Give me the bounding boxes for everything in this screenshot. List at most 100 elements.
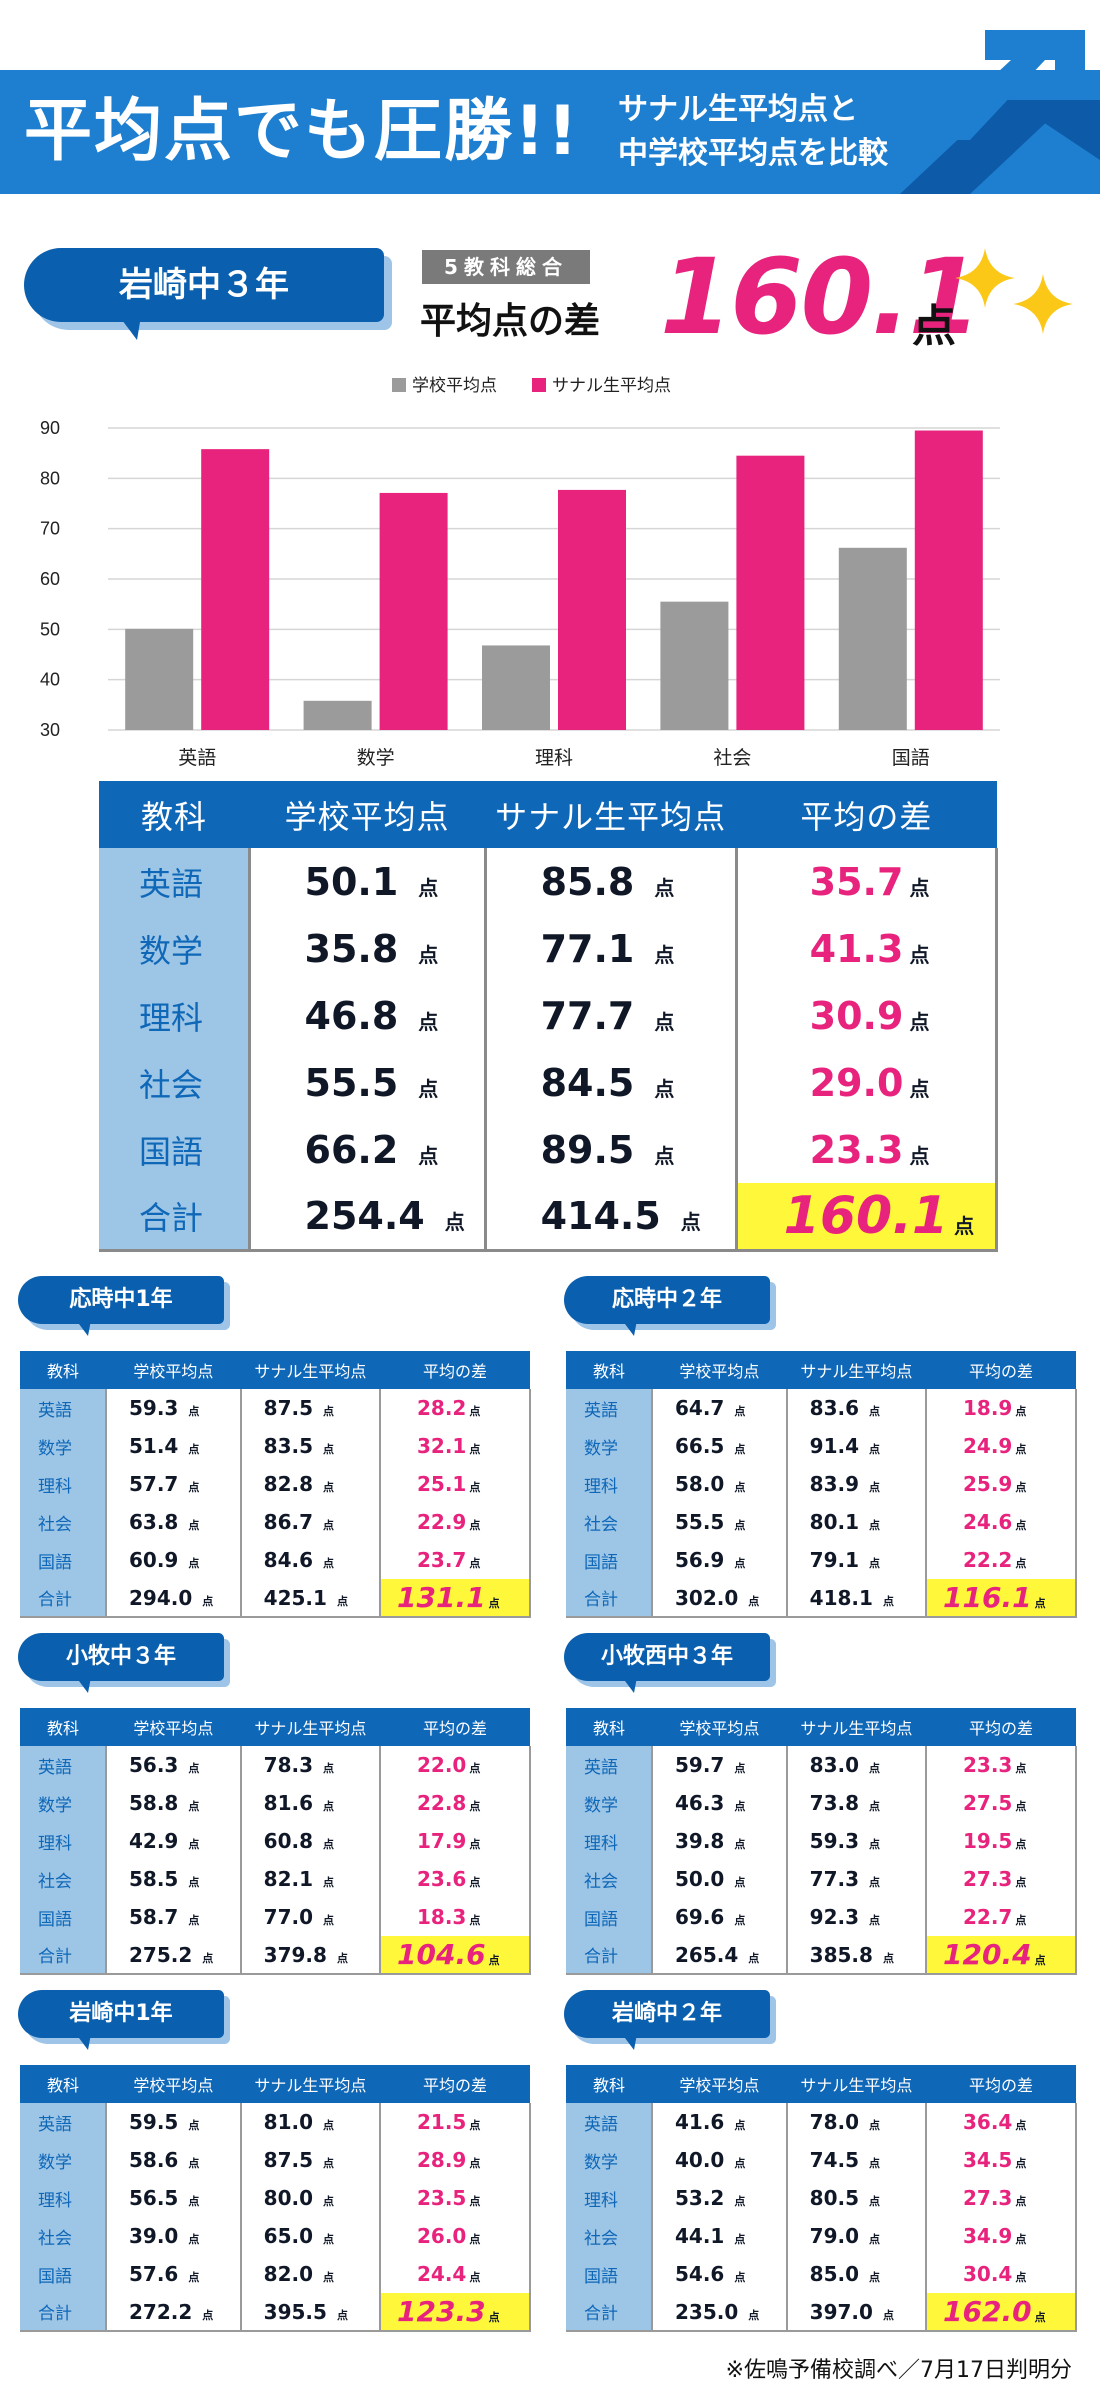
sanaru-avg-cell: 77.1 点	[483, 915, 738, 982]
sanaru-avg-cell: 418.1 点	[785, 1579, 928, 1618]
sanaru-avg-cell: 81.0 点	[239, 2103, 382, 2141]
unit-label: 点	[188, 1762, 200, 1775]
sanaru-avg-value: 91.4	[809, 1434, 860, 1458]
unit-label: 点	[1015, 1762, 1027, 1775]
school-avg-value: 59.3	[129, 1396, 179, 1420]
table-row: 数学 66.5 点 91.4 点 24.9 点	[566, 1427, 1077, 1465]
unit-label: 点	[734, 1405, 746, 1418]
sanaru-avg-cell: 78.0 点	[785, 2103, 928, 2141]
sanaru-avg-cell: 86.7 点	[239, 1503, 382, 1541]
diff-cell: 22.0 点	[379, 1746, 531, 1784]
unit-label: 点	[469, 1762, 481, 1775]
sanaru-avg-value: 83.0	[809, 1753, 860, 1777]
subject-cell: 理科	[20, 1465, 107, 1503]
school-avg-cell: 63.8 点	[105, 1503, 242, 1541]
header-sanaru-avg: サナル生平均点	[485, 781, 737, 848]
school-avg-value: 44.1	[675, 2224, 725, 2248]
header-sanaru-avg: サナル生平均点	[240, 1351, 380, 1389]
subject-cell: 理科	[566, 1822, 653, 1860]
y-tick-label: 30	[40, 720, 60, 740]
school-avg-cell: 39.8 点	[651, 1822, 788, 1860]
subject-cell: 合計	[99, 1183, 251, 1252]
unit-label: 点	[869, 1557, 881, 1570]
unit-label: 点	[188, 2271, 200, 2284]
sanaru-avg-cell: 85.0 点	[785, 2255, 928, 2293]
unit-label: 点	[202, 2308, 214, 2322]
diff-cell: 18.9 点	[925, 1389, 1077, 1427]
school-avg-cell: 275.2 点	[105, 1936, 242, 1975]
sanaru-avg-cell: 65.0 点	[239, 2217, 382, 2255]
sanaru-avg-cell: 81.6 点	[239, 1784, 382, 1822]
table-row: 社会 55.5 点 84.5 点 29.0 点	[99, 1049, 999, 1116]
legend-label-0: 学校平均点	[412, 376, 497, 395]
table-row: 英語 59.3 点 87.5 点 28.2 点	[20, 1389, 531, 1427]
unit-label: 点	[1015, 2271, 1027, 2284]
unit-label: 点	[1015, 1405, 1027, 1418]
school-avg-value: 235.0	[675, 2299, 739, 2324]
school-avg-value: 64.7	[675, 1396, 725, 1420]
x-tick-label: 数学	[357, 747, 395, 769]
subject-cell: 合計	[566, 1579, 653, 1618]
school-avg-value: 66.5	[675, 1434, 725, 1458]
school-avg-value: 50.1	[304, 859, 399, 904]
y-tick-label: 90	[40, 418, 60, 438]
unit-label: 点	[1034, 1954, 1046, 1967]
sanaru-avg-value: 82.8	[263, 1472, 314, 1496]
unit-label: 点	[323, 1443, 335, 1456]
banner-subtitle-line2: 中学校平均点を比較	[618, 136, 888, 171]
unit-label: 点	[909, 875, 930, 900]
diff-cell: 28.2 点	[379, 1389, 531, 1427]
unit-label: 点	[188, 1481, 200, 1494]
school-label-main: 岩崎中３年	[24, 248, 394, 340]
unit-label: 点	[869, 1481, 881, 1494]
school-name: 小牧中３年	[65, 1644, 176, 1669]
unit-label: 点	[1015, 1519, 1027, 1532]
unit-label: 点	[188, 1800, 200, 1813]
sanaru-avg-cell: 79.0 点	[785, 2217, 928, 2255]
unit-label: 点	[954, 1213, 975, 1238]
diff-value: 131.1	[397, 1581, 486, 1614]
unit-label: 点	[469, 2233, 481, 2246]
unit-label: 点	[1015, 1876, 1027, 1889]
sanaru-avg-value: 82.1	[263, 1867, 314, 1891]
sanaru-avg-value: 81.6	[263, 1791, 314, 1815]
table-row: 社会 55.5 点 80.1 点 24.6 点	[566, 1503, 1077, 1541]
sanaru-avg-value: 89.5	[540, 1127, 635, 1172]
sanaru-avg-cell: 77.3 点	[785, 1860, 928, 1898]
y-tick-label: 80	[40, 468, 60, 488]
table-row: 英語 41.6 点 78.0 点 36.4 点	[566, 2103, 1077, 2141]
table-row: 社会 58.5 点 82.1 点 23.6 点	[20, 1860, 531, 1898]
school-avg-value: 50.0	[675, 1867, 725, 1891]
subject-cell: 合計	[20, 1579, 107, 1618]
diff-value: 104.6	[397, 1938, 486, 1971]
school-avg-cell: 66.5 点	[651, 1427, 788, 1465]
sanaru-avg-cell: 85.8 点	[483, 848, 738, 915]
unit-label: 点	[418, 942, 439, 967]
sanaru-avg-value: 83.5	[263, 1434, 314, 1458]
y-tick-label: 60	[40, 569, 60, 589]
school-avg-value: 55.5	[675, 1510, 725, 1534]
unit-label: 点	[748, 1594, 760, 1608]
table-row: 英語 59.5 点 81.0 点 21.5 点	[20, 2103, 531, 2141]
sanaru-avg-value: 77.0	[263, 1905, 314, 1929]
bar-school-2	[482, 645, 550, 730]
sanaru-avg-cell: 91.4 点	[785, 1427, 928, 1465]
sanaru-avg-cell: 425.1 点	[239, 1579, 382, 1618]
table-row: 合計 265.4 点 385.8 点 120.4 点	[566, 1936, 1077, 1975]
school-label: 小牧西中３年	[564, 1633, 776, 1693]
diff-value: 30.9	[809, 993, 904, 1038]
y-tick-label: 50	[40, 619, 60, 639]
table-row: 理科 56.5 点 80.0 点 23.5 点	[20, 2179, 531, 2217]
school-score-table: 教科 学校平均点 サナル生平均点 平均の差 英語 59.3 点 87.5 点 28.2 点数学 51.…	[20, 1351, 531, 1618]
table-row: 合計 254.4 点 414.5 点 160.1 点	[99, 1183, 999, 1252]
sanaru-avg-value: 77.7	[540, 993, 635, 1038]
unit-label: 点	[734, 1443, 746, 1456]
sanaru-avg-value: 87.5	[263, 2148, 314, 2172]
school-label: 小牧中３年	[18, 1633, 230, 1693]
school-avg-cell: 59.3 点	[105, 1389, 242, 1427]
unit-label: 点	[188, 2233, 200, 2246]
school-avg-value: 58.8	[129, 1791, 179, 1815]
unit-label: 点	[869, 2233, 881, 2246]
school-name: 岩崎中２年	[611, 2001, 722, 2026]
unit-label: 点	[882, 1594, 894, 1608]
